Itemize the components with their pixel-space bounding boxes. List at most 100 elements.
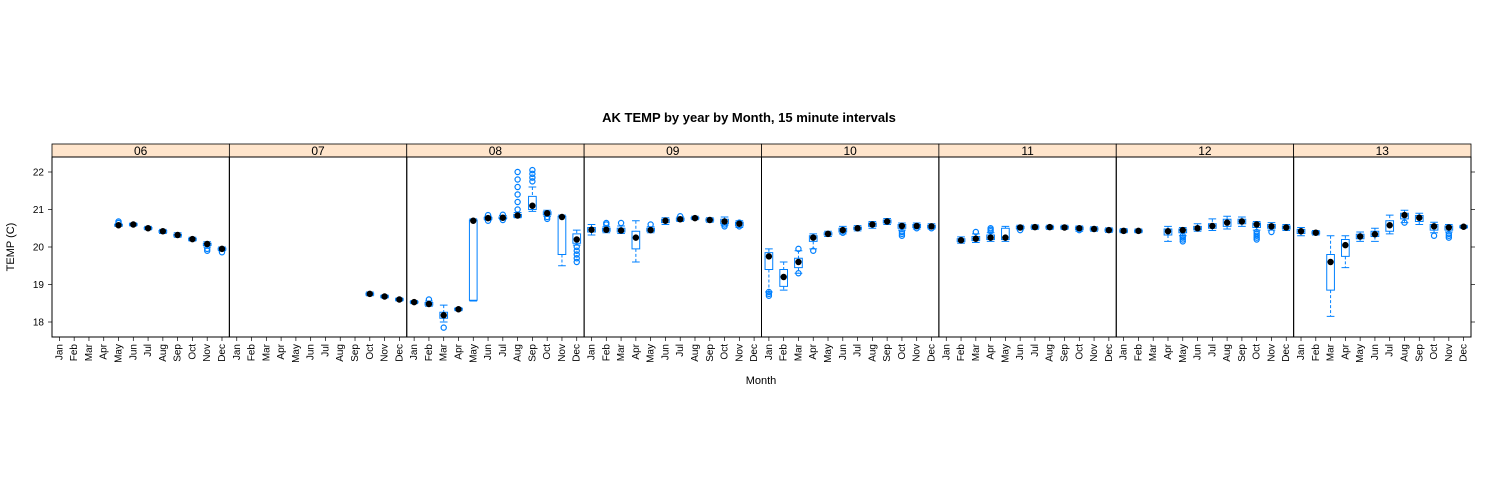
median-dot	[499, 214, 507, 221]
median-dot	[736, 220, 743, 227]
x-tick-label-07-Aug: Aug	[335, 344, 346, 362]
outlier-point	[573, 247, 580, 254]
x-tick-label-06-Jan: Jan	[54, 344, 65, 360]
x-tick-label-11-Jun: Jun	[1015, 344, 1026, 360]
x-tick-label-13-Apr: Apr	[1340, 343, 1351, 359]
box-11-Nov	[1089, 225, 1099, 233]
median-dot	[869, 221, 876, 228]
box-12-Apr	[1163, 225, 1173, 242]
outlier-point	[795, 270, 802, 277]
x-tick-label-07-Jan: Jan	[232, 344, 243, 360]
outlier-point	[514, 183, 521, 191]
box-10-Jan	[764, 248, 774, 299]
box-06-Jul	[143, 225, 153, 232]
x-tick-label-10-Sep: Sep	[882, 344, 893, 362]
box-13-Apr	[1341, 235, 1350, 269]
box-13-Dec	[1459, 223, 1468, 230]
x-tick-label-07-Sep: Sep	[350, 344, 361, 362]
box-iqr	[779, 269, 789, 287]
box-09-Nov	[734, 219, 744, 230]
median-dot	[1194, 225, 1201, 232]
box-08-Oct	[542, 209, 552, 223]
x-tick-label-11-Sep: Sep	[1060, 344, 1071, 362]
box-12-Feb	[1134, 227, 1143, 235]
box-09-Feb	[601, 219, 611, 234]
x-tick-label-12-Mar: Mar	[1148, 343, 1159, 361]
box-12-May	[1178, 226, 1188, 245]
median-dot	[115, 222, 122, 229]
median-dot	[913, 222, 920, 230]
x-tick-label-12-Nov: Nov	[1266, 344, 1277, 362]
median-dot	[1135, 227, 1142, 235]
outlier-point	[972, 228, 980, 236]
outlier-point	[514, 191, 521, 198]
median-dot	[410, 298, 418, 306]
box-iqr	[1326, 254, 1335, 291]
median-dot	[1342, 241, 1349, 249]
outlier-point	[1430, 232, 1438, 239]
box-10-Aug	[868, 221, 877, 229]
box-08-Apr	[454, 306, 463, 313]
median-dot	[677, 216, 684, 223]
y-tick-label-20: 20	[33, 243, 45, 254]
box-08-Dec	[572, 229, 582, 266]
median-dot	[1327, 258, 1334, 266]
x-tick-label-11-Jan: Jan	[941, 344, 952, 360]
x-tick-label-07-Mar: Mar	[261, 343, 272, 361]
outlier-point	[1445, 234, 1453, 241]
box-09-Aug	[690, 214, 700, 222]
box-13-Jul	[1385, 214, 1395, 235]
x-tick-label-09-Apr: Apr	[631, 343, 642, 359]
outlier-point	[898, 230, 906, 238]
median-dot	[484, 214, 492, 222]
x-tick-label-13-May: May	[1355, 344, 1366, 363]
box-06-Sep	[173, 231, 182, 239]
x-tick-label-08-May: May	[468, 344, 479, 363]
x-tick-label-10-Mar: Mar	[793, 343, 804, 361]
x-tick-label-08-Jan: Jan	[409, 344, 420, 360]
x-tick-label-06-Jun: Jun	[128, 344, 139, 360]
median-dot	[1164, 228, 1172, 235]
panel-07: 07 Jan Feb Mar Apr May Jun Jul Aug Sep Oct Nov Dec	[228, 143, 408, 363]
x-tick-label-10-Apr: Apr	[808, 343, 819, 359]
median-dot	[1223, 219, 1231, 226]
box-11-May	[1001, 225, 1010, 242]
x-tick-label-12-Jan: Jan	[1119, 344, 1130, 360]
x-tick-label-08-Apr: Apr	[453, 343, 464, 359]
x-axis-label: Month	[746, 375, 777, 387]
box-iqr	[557, 215, 567, 255]
x-tick-label-08-Sep: Sep	[527, 344, 538, 362]
outlier-point	[1179, 234, 1186, 241]
median-dot	[204, 240, 211, 248]
box-08-Jun	[483, 211, 493, 224]
outlier-point	[617, 219, 625, 227]
median-dot	[1253, 221, 1260, 228]
box-08-Nov	[557, 213, 567, 267]
x-tick-label-13-Nov: Nov	[1444, 344, 1455, 362]
strip-label-06: 06	[134, 144, 148, 158]
box-07-Nov	[380, 293, 389, 300]
x-tick-label-10-Dec: Dec	[926, 344, 937, 362]
median-dot	[691, 214, 699, 222]
box-13-Feb	[1311, 229, 1321, 236]
x-tick-label-09-Sep: Sep	[705, 344, 716, 362]
median-dot	[1076, 225, 1083, 232]
box-10-Feb	[779, 261, 789, 291]
box-12-Aug	[1222, 215, 1232, 230]
panel-12: 12 Jan Feb Mar Apr May Jun Jul Aug Sep Oct Nov Dec	[1115, 143, 1295, 363]
box-09-Jun	[661, 217, 670, 225]
x-tick-label-09-Jan: Jan	[587, 344, 598, 360]
x-tick-label-08-Jul: Jul	[498, 344, 509, 357]
x-tick-label-09-Mar: Mar	[616, 343, 627, 361]
median-dot	[1002, 234, 1009, 241]
median-dot	[1283, 224, 1290, 231]
x-tick-label-09-Nov: Nov	[734, 344, 745, 362]
median-dot	[1268, 223, 1275, 230]
x-tick-label-07-Apr: Apr	[276, 343, 287, 359]
x-tick-label-10-Jun: Jun	[838, 344, 849, 360]
median-dot	[706, 216, 713, 224]
outlier-point	[987, 225, 994, 232]
box-12-Jun	[1193, 223, 1202, 232]
panel-11: 11 Jan Feb Mar Apr May Jun Jul Aug Sep Oct Nov Dec	[938, 143, 1117, 363]
median-dot	[1386, 222, 1393, 229]
